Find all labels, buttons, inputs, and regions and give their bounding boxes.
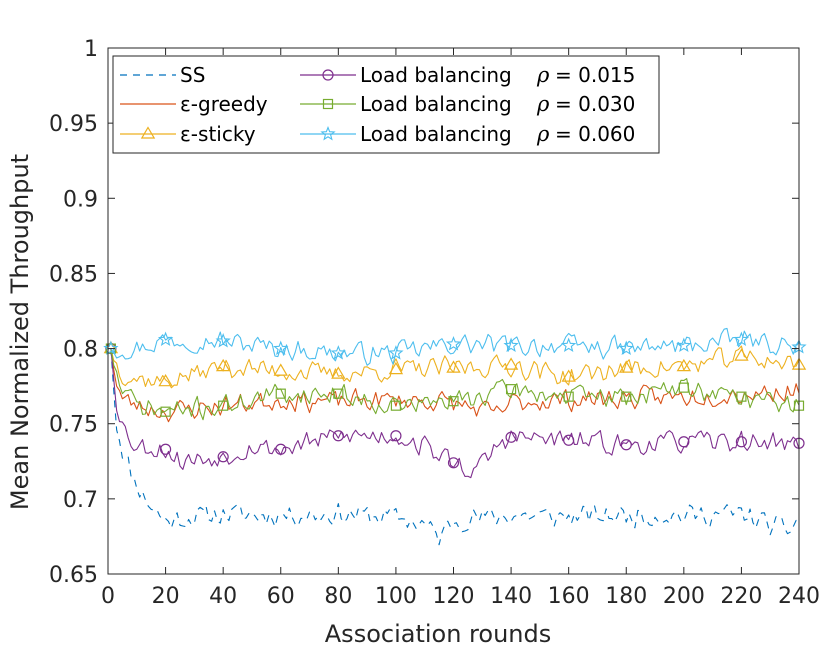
- y-tick-label: 1: [84, 37, 98, 62]
- series-marker-5: [215, 333, 231, 348]
- y-tick-label: 0.8: [63, 338, 98, 363]
- series-marker-5: [445, 336, 462, 351]
- series-marker-2: [273, 363, 288, 376]
- x-axis-title: Association rounds: [325, 620, 551, 648]
- series-marker-3: [678, 436, 690, 448]
- series-marker-5: [388, 345, 404, 360]
- series-marker-4: [448, 396, 459, 407]
- series-marker-2: [734, 348, 749, 361]
- series-3: [105, 342, 805, 479]
- y-tick-label: 0.85: [49, 262, 98, 287]
- legend-rho-symbol: ρ: [536, 92, 550, 116]
- y-axis: 0.65 0.7 0.75 0.8 0.85 0.9 0.95 1: [49, 37, 799, 588]
- legend-label-3: Load balancing: [360, 63, 512, 87]
- x-tick-label: 20: [152, 584, 180, 609]
- series-line-2: [110, 345, 800, 389]
- series-marker-5: [103, 340, 119, 356]
- series-marker-3: [505, 431, 517, 443]
- legend-label-5: Load balancing: [360, 122, 512, 146]
- y-tick-label: 0.65: [49, 563, 98, 588]
- series-line-0: [110, 348, 800, 546]
- x-tick-label: 180: [605, 584, 647, 609]
- legend-marker-4: [322, 98, 334, 110]
- y-tick-label: 0.7: [63, 488, 98, 513]
- legend-label-2: ε-sticky: [180, 122, 256, 146]
- series-marker-2: [619, 360, 634, 373]
- legend-label-0: SS: [180, 63, 205, 87]
- x-tick-label: 240: [778, 584, 820, 609]
- series-marker-2: [446, 360, 461, 373]
- legend-marker-5: [320, 125, 336, 141]
- x-tick-label: 100: [375, 584, 417, 609]
- series-marker-5: [503, 337, 519, 353]
- series-marker-2: [388, 361, 404, 375]
- series-marker-3: [217, 451, 229, 463]
- legend-marker-3: [322, 69, 334, 81]
- series-marker-2: [331, 366, 346, 379]
- series-line-4: [110, 348, 800, 421]
- series-marker-2: [215, 358, 231, 372]
- series-marker-4: [736, 391, 747, 402]
- series-marker-4: [160, 406, 171, 417]
- series-line-5: [110, 327, 800, 366]
- x-tick-label: 120: [433, 584, 475, 609]
- x-tick-label: 40: [209, 584, 237, 609]
- x-tick-label: 220: [720, 584, 762, 609]
- x-axis: 0 20 40 60 80 100 120 140 160 180 200 220 240: [101, 48, 820, 609]
- series-marker-2: [561, 369, 576, 382]
- series-5: [103, 327, 807, 366]
- series-marker-5: [330, 345, 346, 360]
- series-2: [103, 340, 807, 389]
- series-marker-5: [676, 337, 692, 353]
- series-marker-3: [390, 430, 402, 442]
- series-0: [110, 348, 800, 546]
- series-marker-5: [618, 340, 634, 356]
- x-tick-label: 140: [490, 584, 532, 609]
- series-layer: [103, 327, 807, 546]
- series-marker-3: [447, 457, 460, 469]
- series-marker-4: [621, 391, 632, 402]
- y-axis-title: Mean Normalized Throughput: [6, 154, 34, 510]
- legend-rho-value-5: = 0.060: [555, 122, 635, 146]
- x-tick-label: 60: [267, 584, 295, 609]
- x-tick-label: 0: [101, 584, 115, 609]
- series-marker-4: [505, 384, 517, 395]
- series-marker-5: [561, 337, 577, 353]
- series-marker-2: [158, 373, 173, 387]
- series-marker-2: [676, 358, 692, 372]
- series-marker-3: [332, 430, 344, 442]
- series-marker-3: [620, 439, 632, 451]
- legend-rho-symbol: ρ: [536, 63, 550, 87]
- series-marker-3: [563, 434, 575, 446]
- legend-rho-symbol: ρ: [536, 122, 550, 146]
- series-marker-3: [159, 443, 172, 455]
- y-tick-label: 0.95: [49, 112, 98, 137]
- series-marker-4: [333, 388, 344, 399]
- series-marker-3: [275, 443, 287, 455]
- legend-label-1: ε-greedy: [180, 92, 268, 116]
- series-marker-4: [275, 388, 286, 399]
- series-marker-4: [678, 382, 689, 393]
- legend-rho-value-3: = 0.015: [555, 63, 635, 87]
- legend-marker-2: [140, 126, 156, 139]
- y-tick-label: 0.75: [49, 413, 98, 438]
- series-marker-4: [218, 400, 229, 411]
- series-marker-5: [157, 331, 174, 347]
- series-marker-4: [390, 400, 402, 411]
- series-marker-5: [733, 331, 750, 347]
- legend-label-4: Load balancing: [360, 92, 512, 116]
- legend-box: [112, 55, 660, 154]
- series-marker-5: [273, 340, 289, 356]
- legend-rho-value-4: = 0.030: [555, 92, 635, 116]
- x-tick-label: 160: [548, 584, 590, 609]
- series-marker-3: [735, 436, 748, 448]
- series-marker-4: [563, 391, 574, 402]
- y-tick-label: 0.9: [63, 187, 98, 212]
- series-marker-2: [503, 357, 519, 370]
- x-tick-label: 80: [324, 584, 352, 609]
- x-tick-label: 200: [663, 584, 705, 609]
